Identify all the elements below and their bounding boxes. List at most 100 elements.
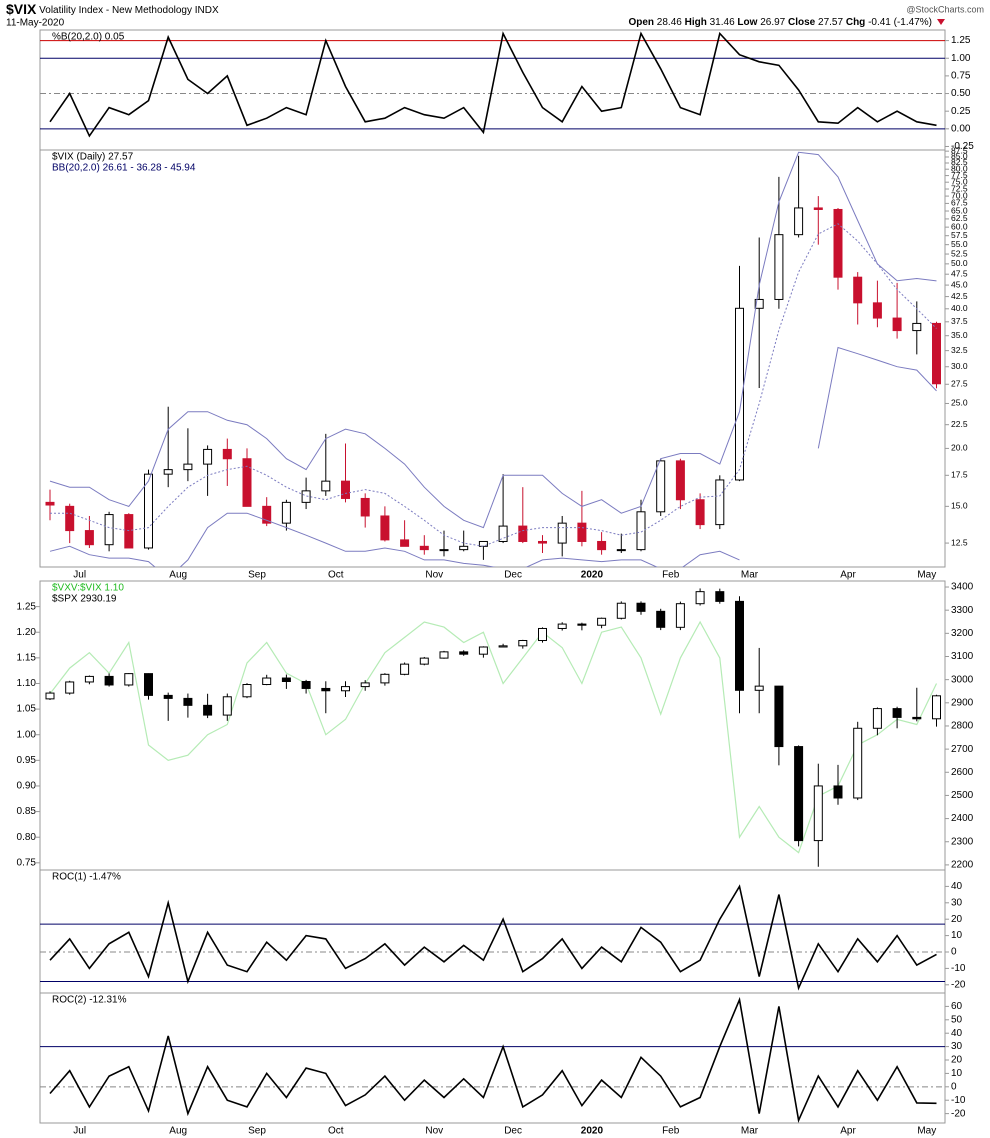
tick-label: 60.0 xyxy=(951,221,968,231)
candle-body xyxy=(45,501,55,506)
tick-label: 55.0 xyxy=(951,239,968,249)
candle-body xyxy=(222,448,232,460)
tick-label: 1.05 xyxy=(17,704,37,715)
panel-frame xyxy=(39,580,946,871)
candle-body xyxy=(419,545,429,551)
candle-body xyxy=(735,600,744,691)
candle-body xyxy=(65,505,75,532)
candle-body xyxy=(498,525,508,542)
candle-body xyxy=(183,697,193,706)
tick-label: 30 xyxy=(951,1041,963,1052)
tick-label: 30 xyxy=(951,897,963,908)
quote-value: 27.57 xyxy=(818,17,843,28)
candle-body xyxy=(341,480,350,499)
tick-label: 25.0 xyxy=(951,398,968,408)
legend-entry: ROC(2) -12.31% xyxy=(52,995,127,1006)
tick-label: 0.25 xyxy=(951,106,971,117)
tick-label: 0.80 xyxy=(17,832,37,843)
candle-body xyxy=(400,539,410,547)
tick-label: 47.5 xyxy=(951,268,968,278)
tick-label: 0.00 xyxy=(951,123,971,134)
candle-body xyxy=(754,685,764,691)
x-tick-label: Feb xyxy=(662,1126,680,1137)
tick-label: 60 xyxy=(951,1001,963,1012)
tick-label: 1.00 xyxy=(17,729,37,740)
tick-label: 1.10 xyxy=(17,678,37,689)
candle-body xyxy=(675,603,685,628)
legend-entry: %B(20,2.0) 0.05 xyxy=(52,32,125,43)
credit: @StockCharts.com xyxy=(906,4,984,14)
candle-body xyxy=(872,302,882,319)
candle-body xyxy=(932,322,941,385)
tick-label: 2300 xyxy=(951,836,974,847)
x-tick-label: Mar xyxy=(741,1126,759,1137)
x-tick-label: Mar xyxy=(741,570,759,581)
candle-body xyxy=(163,469,173,475)
tick-label: 3000 xyxy=(951,674,974,685)
tick-label: 0.90 xyxy=(17,781,37,792)
tick-label: 50.0 xyxy=(951,258,968,268)
symbol: $VIX xyxy=(6,1,37,17)
tick-label: 0.50 xyxy=(951,88,971,99)
x-tick-label: Jul xyxy=(73,1126,86,1137)
x-tick-label: 2020 xyxy=(581,1126,604,1137)
candle-body xyxy=(695,591,705,605)
candle-body xyxy=(183,463,193,471)
tick-label: 1.00 xyxy=(951,53,971,64)
tick-label: 0.75 xyxy=(951,71,971,82)
tick-label: 2800 xyxy=(951,721,974,732)
down-arrow xyxy=(937,19,945,25)
plot-area xyxy=(45,151,941,567)
tick-label: 40 xyxy=(951,1028,963,1039)
candle-body xyxy=(518,640,528,647)
bb-middle xyxy=(50,223,937,547)
tick-label: 30.0 xyxy=(951,361,968,371)
candle-body xyxy=(597,540,607,551)
tick-label: 27.5 xyxy=(951,379,968,389)
candle-body xyxy=(912,716,922,720)
index-name: Volatility Index - New Methodology xyxy=(39,5,192,16)
tick-label: 52.5 xyxy=(951,248,968,258)
tick-label: 75.0 xyxy=(951,176,968,186)
candle-body xyxy=(203,448,213,465)
tick-label: 2900 xyxy=(951,697,974,708)
candle-body xyxy=(478,646,488,655)
candle-body xyxy=(774,685,784,748)
candle-body xyxy=(813,785,823,842)
quote-label: Close xyxy=(788,17,816,28)
tick-label: 72.5 xyxy=(951,183,968,193)
tick-label: 1.15 xyxy=(17,653,37,664)
candle-body xyxy=(813,207,823,210)
tick-label: 45.0 xyxy=(951,279,968,289)
tick-label: 17.5 xyxy=(951,470,968,480)
candle-body xyxy=(892,317,902,332)
quote: Open 28.46 High 31.46 Low 26.97 Close 27… xyxy=(628,17,932,28)
candle-body xyxy=(872,708,882,729)
candle-body xyxy=(144,473,153,549)
tick-label: 0.75 xyxy=(17,857,37,868)
candle-body xyxy=(538,540,547,544)
panel-frame xyxy=(39,992,946,1124)
candle-body xyxy=(695,499,705,526)
candle-body xyxy=(616,602,626,619)
tick-label: 3100 xyxy=(951,651,974,662)
candle-body xyxy=(656,460,666,513)
candle-body xyxy=(597,617,607,626)
tick-label: 3200 xyxy=(951,628,974,639)
legend-entry: $VXV:$VIX 1.10 xyxy=(52,583,124,594)
candle-body xyxy=(853,276,863,304)
candle-body xyxy=(656,610,666,628)
candle-body xyxy=(301,681,311,689)
quote-label: Low xyxy=(737,17,757,28)
candle-body xyxy=(281,501,291,524)
candle-body xyxy=(144,673,153,696)
tick-label: 3400 xyxy=(951,582,974,593)
candle-body xyxy=(84,530,94,546)
tick-label: 57.5 xyxy=(951,230,968,240)
x-tick-label: May xyxy=(917,1126,936,1137)
candle-body xyxy=(104,514,114,546)
tick-label: 0.85 xyxy=(17,806,37,817)
quote-label: Open xyxy=(628,17,654,28)
